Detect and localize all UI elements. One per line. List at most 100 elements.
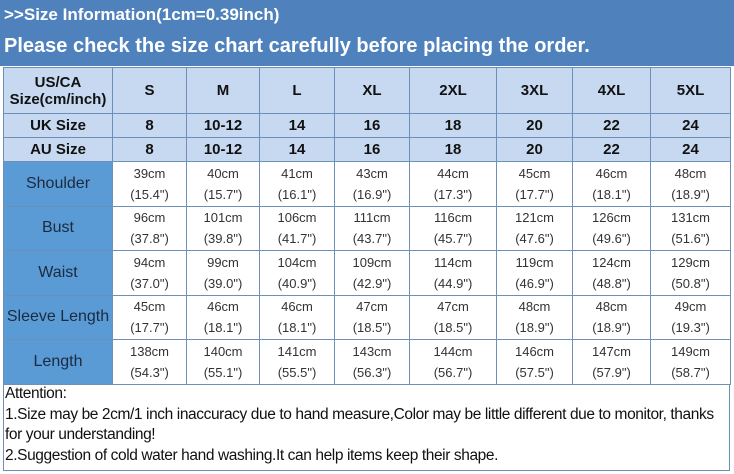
au-size-value: 14 — [259, 137, 335, 162]
cm-value: 104cm — [277, 254, 317, 270]
cm-value: 126cm — [591, 210, 632, 226]
inch-value: (17.7") — [515, 186, 554, 202]
measurement-cell: 106cm (41.7") — [259, 205, 335, 251]
measurement-cell: 124cm (48.8") — [572, 250, 651, 296]
measurement-cell: 48cm (18.9") — [650, 161, 731, 207]
measurement-cell: 45cm (17.7") — [496, 161, 573, 207]
cm-value: 131cm — [670, 210, 711, 226]
inch-value: (17.3") — [433, 186, 473, 202]
measurement-cell: 46cm (18.1") — [186, 294, 260, 340]
cm-value: 99cm — [207, 254, 239, 270]
measurement-cell: 143cm (56.3") — [334, 339, 410, 385]
cm-value: 116cm — [433, 210, 473, 226]
measurement-cell: 146cm (57.5") — [496, 339, 573, 385]
note-item: 1.Size may be 2cm/1 inch inaccuracy due … — [5, 405, 714, 444]
uk-size-value: 22 — [572, 113, 651, 138]
measurement-cell: 47cm (18.5") — [409, 294, 497, 340]
note-item: 2.Suggestion of cold water hand washing.… — [5, 446, 499, 464]
inch-value: (41.7") — [277, 231, 317, 247]
au-size-value: 24 — [650, 137, 731, 162]
cm-value: 45cm — [133, 299, 166, 315]
inch-value: (15.7") — [203, 186, 243, 202]
measurement-cell: 44cm (17.3") — [409, 161, 497, 207]
uk-size-label: UK Size — [3, 113, 113, 138]
inch-value: (18.1") — [277, 320, 317, 336]
inch-value: (37.0") — [130, 275, 169, 291]
size-header: 4XL — [572, 67, 651, 114]
measurement-cell: 46cm (18.1") — [572, 161, 651, 207]
inch-value: (39.8") — [203, 231, 243, 247]
cm-value: 46cm — [281, 299, 313, 315]
cm-value: 124cm — [591, 254, 632, 270]
measurement-cell: 138cm (54.3") — [112, 339, 187, 385]
inch-value: (16.1") — [277, 186, 317, 202]
au-size-label: AU Size — [3, 137, 113, 162]
measurement-cell: 149cm (58.7") — [650, 339, 731, 385]
cm-value: 146cm — [514, 343, 555, 359]
measurement-cell: 99cm (39.0") — [186, 250, 260, 296]
inch-value: (56.7") — [433, 364, 473, 380]
cm-value: 149cm — [670, 343, 711, 359]
inch-value: (42.9") — [352, 275, 392, 291]
size-header: XL — [334, 67, 410, 114]
cm-value: 129cm — [670, 254, 711, 270]
cm-value: 140cm — [203, 343, 243, 359]
cm-value: 41cm — [281, 165, 313, 181]
inch-value: (18.5") — [352, 320, 392, 336]
cm-value: 114cm — [433, 254, 473, 270]
measurement-cell: 104cm (40.9") — [259, 250, 335, 296]
cm-value: 39cm — [133, 165, 166, 181]
cm-value: 47cm — [437, 299, 469, 315]
inch-value: (48.8") — [592, 275, 631, 291]
size-header: M — [186, 67, 260, 114]
measurement-cell: 46cm (18.1") — [259, 294, 335, 340]
size-info-heading: >>Size Information(1cm=0.39inch) — [4, 5, 280, 24]
inch-value: (51.6") — [671, 231, 710, 247]
inch-value: (44.9") — [433, 275, 473, 291]
measurement-cell: 129cm (50.8") — [650, 250, 731, 296]
cm-value: 96cm — [133, 210, 166, 226]
inch-value: (16.9") — [352, 186, 392, 202]
measurement-cell: 111cm (43.7") — [334, 205, 410, 251]
size-header: L — [259, 67, 335, 114]
cm-value: 109cm — [352, 254, 392, 270]
measurement-label: Length — [3, 339, 113, 385]
attention-notes: Attention: 1.Size may be 2cm/1 inch inac… — [3, 384, 730, 471]
cm-value: 46cm — [595, 165, 628, 181]
cm-value: 48cm — [595, 299, 628, 315]
inch-value: (17.7") — [130, 320, 169, 336]
size-header: S — [112, 67, 187, 114]
inch-value: (18.9") — [592, 320, 631, 336]
measurement-cell: 121cm (47.6") — [496, 205, 573, 251]
measurement-cell: 126cm (49.6") — [572, 205, 651, 251]
cm-value: 46cm — [207, 299, 239, 315]
au-size-value: 22 — [572, 137, 651, 162]
measurement-row: Waist 94cm (37.0") 99cm (39.0") 104cm (40.9") 1… — [3, 250, 731, 296]
measurement-cell: 41cm (16.1") — [259, 161, 335, 207]
measurement-cell: 40cm (15.7") — [186, 161, 260, 207]
inch-value: (37.8") — [130, 231, 169, 247]
measurement-label: Shoulder — [3, 161, 113, 207]
inch-value: (46.9") — [515, 275, 554, 291]
corner-label: US/CA Size(cm/inch) — [3, 67, 113, 114]
measurement-label: Bust — [3, 205, 113, 251]
size-header: 5XL — [650, 67, 731, 114]
inch-value: (18.9") — [515, 320, 554, 336]
cm-value: 147cm — [591, 343, 632, 359]
measurement-cell: 119cm (46.9") — [496, 250, 573, 296]
inch-value: (18.9") — [671, 186, 710, 202]
measurement-cell: 39cm (15.4") — [112, 161, 187, 207]
cm-value: 111cm — [353, 210, 391, 226]
measurement-cell: 48cm (18.9") — [572, 294, 651, 340]
cm-value: 44cm — [437, 165, 469, 181]
measurement-cell: 94cm (37.0") — [112, 250, 187, 296]
cm-value: 49cm — [674, 299, 707, 315]
cm-value: 121cm — [514, 210, 555, 226]
measurement-cell: 131cm (51.6") — [650, 205, 731, 251]
cm-value: 143cm — [352, 343, 392, 359]
notes-title: Attention: — [5, 385, 67, 402]
inch-value: (57.9") — [592, 364, 631, 380]
measurement-row: Shoulder 39cm (15.4") 40cm (15.7") 41cm (16.1"… — [3, 161, 731, 207]
measurement-cell: 45cm (17.7") — [112, 294, 187, 340]
cm-value: 48cm — [674, 165, 707, 181]
